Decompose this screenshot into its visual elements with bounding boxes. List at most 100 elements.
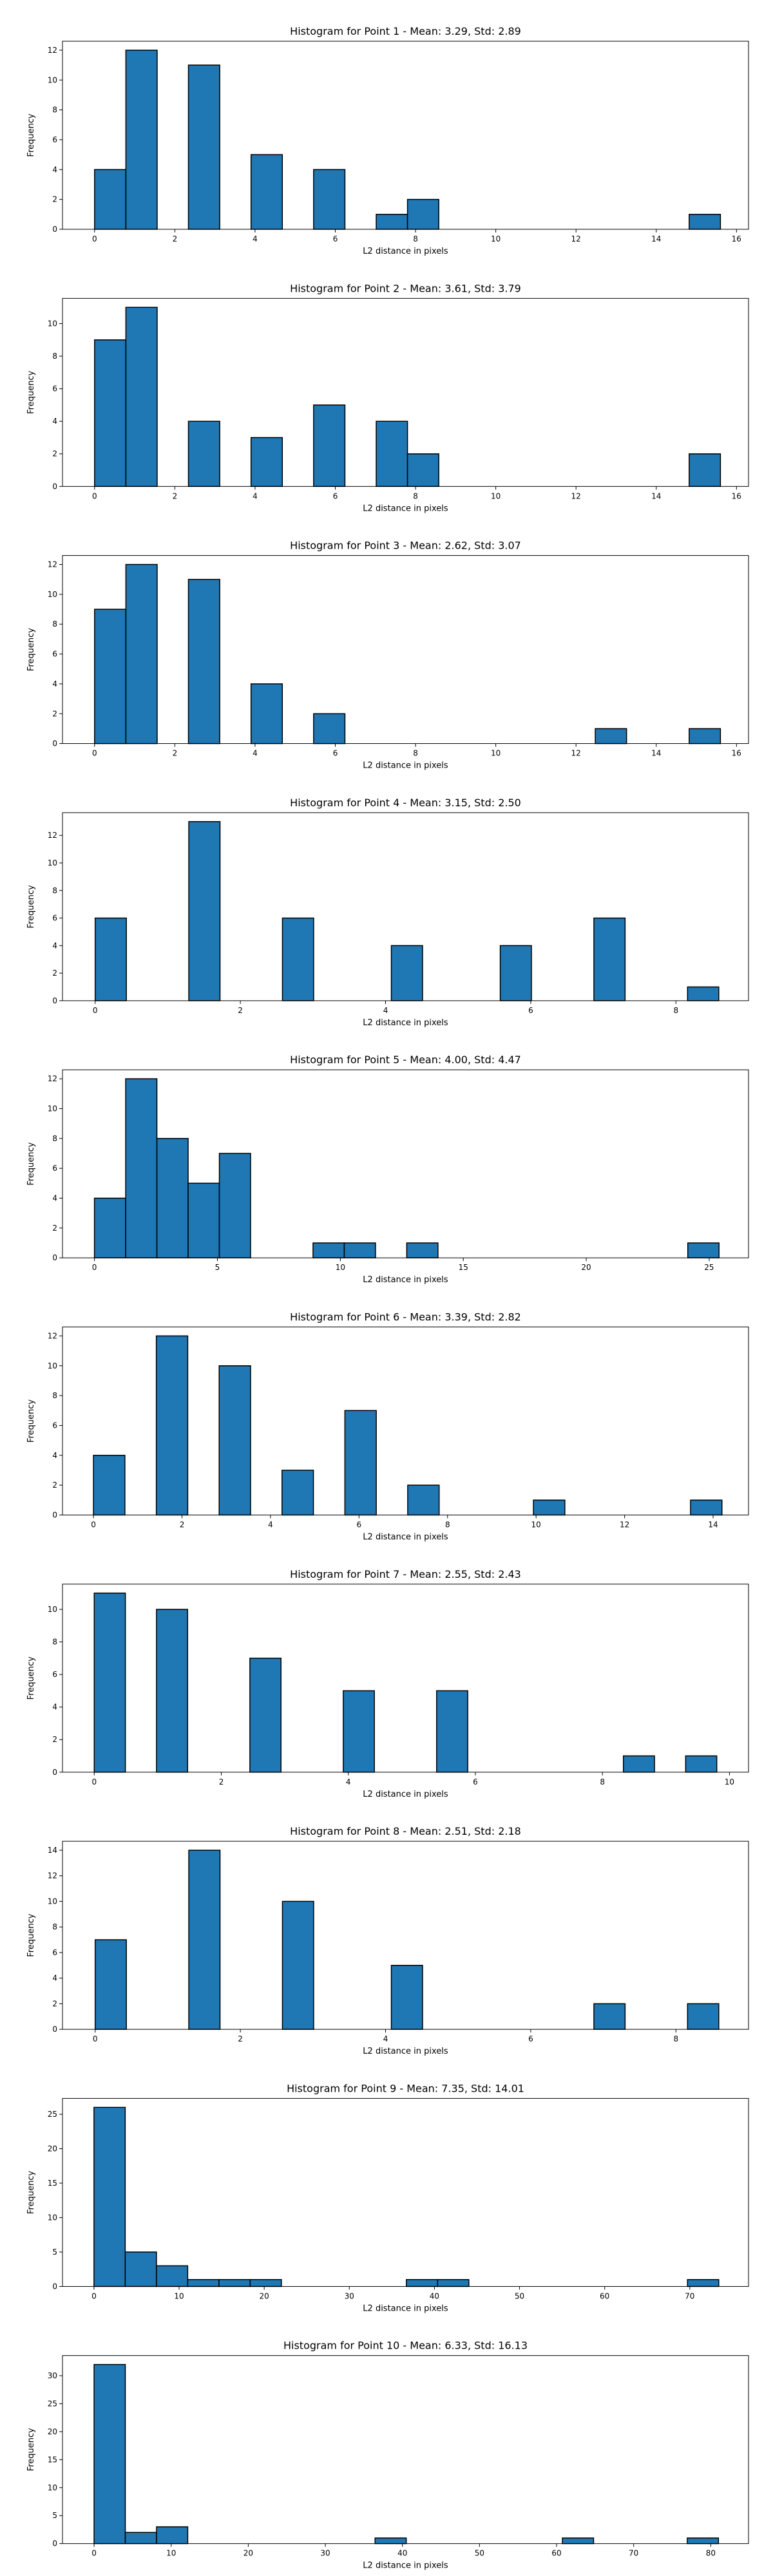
histogram-bar [313, 713, 346, 744]
histogram-bar [188, 1850, 221, 2030]
y-tick-label: 6 [52, 384, 57, 393]
x-axis-label: L2 distance in pixels [363, 247, 448, 256]
y-axis-label: Frequency [26, 885, 36, 928]
histogram-bar [218, 1153, 251, 1258]
histogram-panel-2: Histogram for Point 2 - Mean: 3.61, Std:… [26, 282, 749, 513]
y-tick-label: 4 [52, 941, 57, 950]
histogram-bar [250, 683, 283, 744]
y-tick-label: 8 [52, 1134, 57, 1143]
x-tick-label: 6 [333, 491, 338, 500]
histogram-bar [250, 154, 283, 230]
x-tick-label: 10 [491, 749, 501, 758]
y-tick-label: 2 [52, 1735, 57, 1744]
x-tick-label: 10 [725, 1777, 734, 1786]
x-tick-label: 10 [491, 491, 501, 500]
histogram-bar [622, 1755, 655, 1773]
histogram-bar [218, 1365, 251, 1516]
x-axis-label: L2 distance in pixels [363, 1018, 448, 1028]
x-tick-label: 6 [473, 1777, 478, 1786]
y-tick-label: 0 [52, 2539, 57, 2548]
histogram-bar [687, 2003, 720, 2030]
plot-frame [62, 1584, 749, 1773]
histogram-bar [94, 169, 127, 230]
chart-title: Histogram for Point 2 - Mean: 3.61, Std:… [290, 282, 521, 294]
histogram-bar [249, 1658, 282, 1773]
y-axis-label: Frequency [26, 1913, 36, 1956]
y-tick-label: 6 [52, 135, 57, 144]
y-tick-label: 4 [52, 679, 57, 688]
histogram-bar [93, 2363, 126, 2544]
x-tick-label: 4 [383, 1006, 388, 1015]
plot-frame [62, 2098, 749, 2287]
histogram-bar [124, 2532, 157, 2544]
x-tick-label: 2 [219, 1777, 224, 1786]
x-tick-label: 8 [673, 2034, 678, 2043]
x-tick-label: 12 [620, 1520, 629, 1530]
histogram-bar [593, 2003, 626, 2030]
y-tick-label: 6 [52, 1670, 57, 1679]
x-tick-label: 4 [253, 491, 258, 500]
histogram-bar [343, 1242, 376, 1258]
x-tick-label: 0 [91, 2549, 97, 2558]
histogram-bar [94, 1939, 127, 2030]
x-tick-label: 8 [413, 491, 418, 500]
x-tick-label: 60 [600, 2291, 609, 2300]
chart-title: Histogram for Point 1 - Mean: 3.29, Std:… [290, 25, 521, 37]
x-tick-label: 4 [268, 1520, 273, 1530]
histogram-bar [156, 2265, 189, 2287]
y-tick-label: 0 [52, 2282, 57, 2291]
y-tick-label: 20 [48, 2427, 57, 2436]
histogram-bar [689, 728, 721, 744]
histogram-bar [390, 1965, 423, 2030]
x-axis-label: L2 distance in pixels [363, 1533, 448, 1542]
histogram-bar [218, 2278, 251, 2287]
x-tick-label: 8 [600, 1777, 605, 1786]
histogram-bar [344, 1410, 377, 1516]
y-tick-label: 10 [48, 2483, 57, 2492]
y-tick-label: 25 [48, 2399, 57, 2408]
x-tick-label: 6 [333, 234, 338, 243]
chart-title: Histogram for Point 8 - Mean: 2.51, Std:… [290, 1825, 521, 1837]
histogram-bar [155, 1335, 189, 1516]
y-tick-label: 8 [52, 106, 57, 115]
y-tick-label: 4 [52, 165, 57, 174]
x-tick-label: 10 [531, 1520, 541, 1530]
y-axis-label: Frequency [26, 628, 36, 671]
histogram-bar [156, 1609, 189, 1773]
histogram-bar [156, 2526, 189, 2544]
y-tick-label: 12 [48, 831, 57, 840]
histogram-bar [312, 1242, 345, 1258]
histogram-panel-1: Histogram for Point 1 - Mean: 3.29, Std:… [26, 25, 749, 256]
x-tick-label: 16 [732, 491, 741, 500]
histogram-panel-8: Histogram for Point 8 - Mean: 2.51, Std:… [26, 1825, 749, 2056]
y-tick-label: 20 [48, 2144, 57, 2153]
chart-title: Histogram for Point 5 - Mean: 4.00, Std:… [290, 1054, 521, 1066]
histogram-bar [406, 453, 439, 488]
chart-title: Histogram for Point 7 - Mean: 2.55, Std:… [290, 1568, 521, 1580]
y-tick-label: 8 [52, 1922, 57, 1931]
y-axis-label: Frequency [26, 1142, 36, 1185]
x-tick-label: 5 [215, 1263, 220, 1272]
chart-title: Histogram for Point 10 - Mean: 6.33, Std… [283, 2340, 528, 2352]
y-tick-label: 6 [52, 914, 57, 923]
histogram-bar [250, 437, 283, 488]
y-axis-label: Frequency [26, 113, 36, 156]
x-tick-label: 10 [174, 2291, 184, 2300]
x-tick-label: 14 [651, 491, 661, 500]
histogram-bar [343, 1690, 375, 1773]
x-tick-label: 16 [732, 749, 741, 758]
y-tick-label: 2 [52, 1481, 57, 1490]
histogram-bar [125, 307, 158, 488]
histogram-bar [390, 945, 423, 1001]
y-tick-label: 12 [48, 1871, 57, 1880]
x-tick-label: 4 [383, 2034, 388, 2043]
y-tick-label: 8 [52, 1638, 57, 1647]
y-tick-label: 4 [52, 1194, 57, 1203]
histogram-bar [376, 421, 408, 488]
y-axis-label: Frequency [26, 2171, 36, 2214]
histogram-panel-4: Histogram for Point 4 - Mean: 3.15, Std:… [26, 797, 749, 1028]
chart-title: Histogram for Point 9 - Mean: 7.35, Std:… [287, 2082, 524, 2094]
y-tick-label: 0 [52, 1253, 57, 1262]
x-tick-label: 14 [708, 1520, 718, 1530]
y-tick-label: 10 [48, 590, 57, 599]
